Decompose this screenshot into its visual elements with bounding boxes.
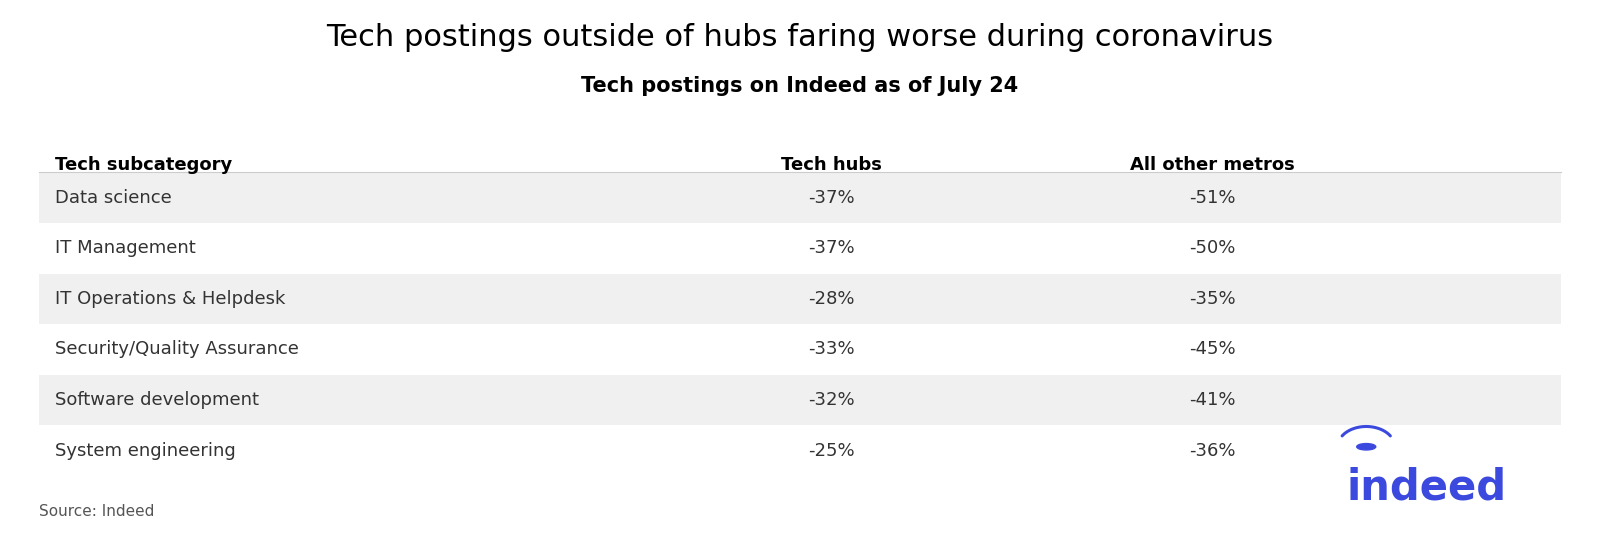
- Text: IT Operations & Helpdesk: IT Operations & Helpdesk: [54, 290, 285, 308]
- Text: -37%: -37%: [808, 239, 854, 257]
- Text: indeed: indeed: [1347, 466, 1507, 508]
- FancyBboxPatch shape: [38, 274, 1562, 324]
- Circle shape: [1357, 444, 1376, 450]
- Text: Tech postings on Indeed as of July 24: Tech postings on Indeed as of July 24: [581, 76, 1019, 96]
- Text: -36%: -36%: [1189, 442, 1235, 460]
- Text: Tech hubs: Tech hubs: [781, 156, 882, 174]
- Text: -41%: -41%: [1189, 391, 1235, 409]
- Text: -35%: -35%: [1189, 290, 1235, 308]
- Text: -45%: -45%: [1189, 340, 1235, 358]
- Text: System engineering: System engineering: [54, 442, 235, 460]
- Text: Software development: Software development: [54, 391, 259, 409]
- Text: Security/Quality Assurance: Security/Quality Assurance: [54, 340, 299, 358]
- Text: Source: Indeed: Source: Indeed: [38, 504, 154, 519]
- Text: -28%: -28%: [808, 290, 854, 308]
- Text: -37%: -37%: [808, 189, 854, 207]
- Text: -33%: -33%: [808, 340, 854, 358]
- Text: -51%: -51%: [1189, 189, 1235, 207]
- Text: All other metros: All other metros: [1130, 156, 1294, 174]
- Text: -25%: -25%: [808, 442, 854, 460]
- FancyBboxPatch shape: [38, 172, 1562, 223]
- FancyBboxPatch shape: [38, 375, 1562, 426]
- Text: -50%: -50%: [1189, 239, 1235, 257]
- Text: IT Management: IT Management: [54, 239, 195, 257]
- Text: -32%: -32%: [808, 391, 854, 409]
- Text: Tech postings outside of hubs faring worse during coronavirus: Tech postings outside of hubs faring wor…: [326, 23, 1274, 52]
- Text: Tech subcategory: Tech subcategory: [54, 156, 232, 174]
- Text: Data science: Data science: [54, 189, 171, 207]
